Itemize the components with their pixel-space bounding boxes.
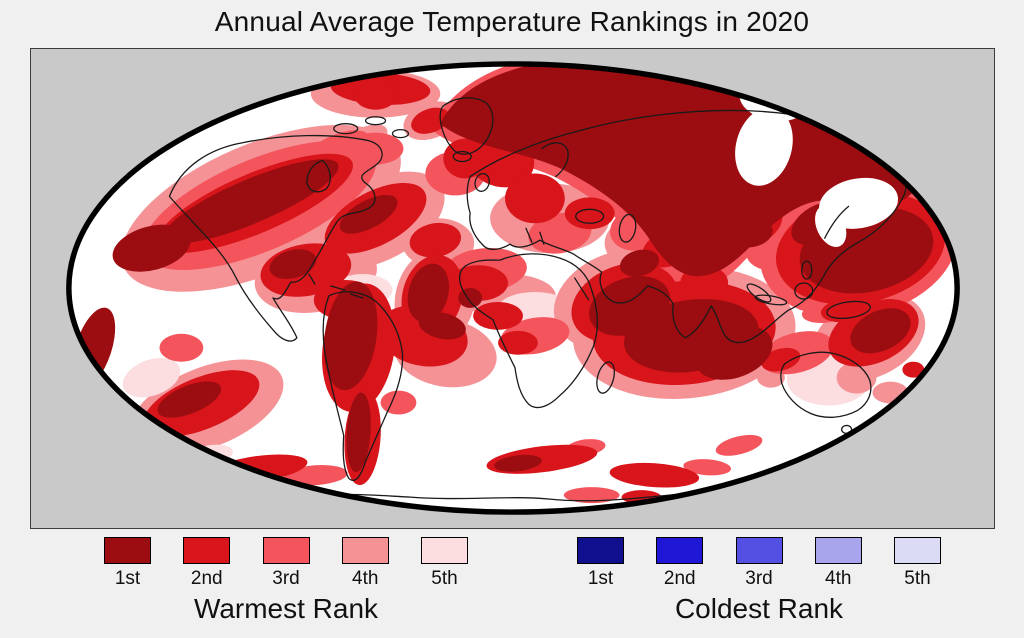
legend-label-cold-2: 2nd (663, 568, 696, 589)
chart-title: Annual Average Temperature Rankings in 2… (214, 6, 810, 37)
coast-red-sea (574, 277, 590, 301)
legend-entry-cold-3: 3rd (735, 537, 783, 590)
world-map (66, 61, 960, 515)
legend-label-cold-5: 5th (904, 568, 931, 589)
legend-caption-warmest: Warmest Rank (193, 593, 379, 624)
coast-black-sea (575, 208, 605, 224)
legend-entry-warm-3: 3rd (262, 537, 310, 590)
legend-entry-warm-1: 1st (104, 537, 151, 590)
legend-swatch-warm-2 (183, 537, 231, 564)
legend: 1st 2nd 3rd 4th 5th Warmest Rank (0, 537, 1024, 635)
legend-entry-cold-5: 5th (894, 537, 941, 590)
legend-label-cold-1: 1st (587, 568, 614, 589)
legend-swatch-warm-1 (104, 537, 151, 564)
legend-caption-coldest: Coldest Rank (674, 593, 844, 624)
warm-rank-patches (72, 65, 956, 511)
legend-swatch-warm-3 (262, 537, 310, 564)
legend-entry-cold-4: 4th (814, 537, 862, 590)
legend-label-warm-2: 2nd (190, 568, 223, 589)
coast-new-guinea (826, 300, 871, 320)
coast-arctic-island-2 (364, 116, 387, 126)
legend-coldest: 1st 2nd 3rd 4th 5th Coldest Rank (577, 537, 941, 625)
legend-entry-warm-5: 5th (421, 537, 468, 590)
coast-arctic-island-3 (391, 129, 410, 139)
legend-entry-warm-2: 2nd (183, 537, 231, 590)
legend-entry-cold-1: 1st (577, 537, 624, 590)
coast-hudson-bay (306, 159, 331, 193)
coast-caribbean-islands (308, 273, 364, 299)
coast-philippines (801, 260, 813, 280)
coast-africa (458, 253, 598, 409)
coast-antarctica-east (798, 466, 880, 478)
legend-swatch-cold-4 (814, 537, 862, 564)
map-outline (66, 61, 960, 515)
coast-italy-greece (525, 227, 545, 245)
legend-label-warm-1: 1st (114, 568, 141, 589)
map-panel (30, 48, 995, 529)
legend-swatch-cold-3 (735, 537, 783, 564)
coast-sumatra (746, 283, 772, 303)
coast-britain (474, 172, 490, 192)
legend-swatch-warm-4 (341, 537, 389, 564)
coast-new-zealand (885, 414, 908, 443)
legend-swatch-cold-1 (577, 537, 624, 564)
coast-iceland (452, 150, 472, 163)
legend-warmest: 1st 2nd 3rd 4th 5th Warmest Rank (104, 537, 468, 625)
coast-australia (780, 351, 872, 418)
coast-japan (824, 205, 850, 239)
legend-entry-warm-4: 4th (341, 537, 389, 590)
coast-greenland (439, 97, 494, 155)
legend-swatch-warm-5 (421, 537, 468, 564)
legend-swatch-cold-2 (656, 537, 704, 564)
legend-entry-cold-2: 2nd (656, 537, 704, 590)
coast-borneo (794, 282, 814, 300)
legend-label-warm-3: 3rd (272, 568, 300, 589)
coast-java (754, 294, 788, 306)
legend-label-cold-3: 3rd (745, 568, 773, 589)
coast-south-america (322, 291, 404, 481)
coast-arctic-island-1 (333, 123, 359, 135)
legend-label-warm-4: 4th (352, 568, 379, 589)
coast-scandinavia (541, 142, 569, 178)
coast-north-america (168, 134, 383, 342)
legend-label-warm-5: 5th (431, 568, 458, 589)
legend-swatch-cold-5 (894, 537, 941, 564)
legend-label-cold-4: 4th (825, 568, 852, 589)
coast-caspian-sea (618, 213, 637, 243)
coast-madagascar (596, 361, 615, 394)
